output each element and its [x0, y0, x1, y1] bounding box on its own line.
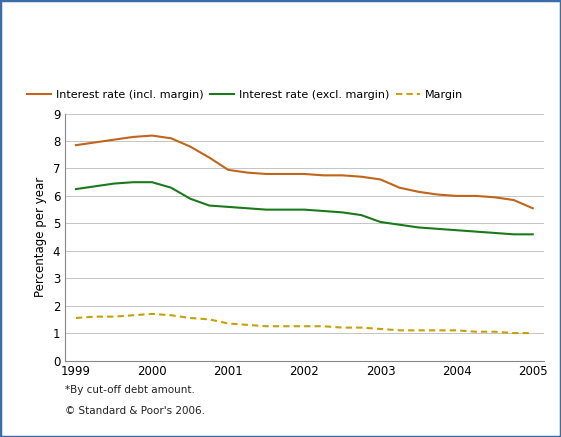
- Text: *By cut-off debt amount.: *By cut-off debt amount.: [65, 385, 195, 395]
- Text: © Standard & Poor's 2006.: © Standard & Poor's 2006.: [65, 406, 205, 416]
- Y-axis label: Percentage per year: Percentage per year: [34, 177, 47, 297]
- Text: Chart 1: Weighted-Average Interest Rate, Interest Rate Before Margin, and Loan: Chart 1: Weighted-Average Interest Rate,…: [10, 21, 561, 35]
- Legend: Interest rate (incl. margin), Interest rate (excl. margin), Margin: Interest rate (incl. margin), Interest r…: [22, 86, 467, 104]
- Text: Margin*: Margin*: [10, 42, 65, 55]
